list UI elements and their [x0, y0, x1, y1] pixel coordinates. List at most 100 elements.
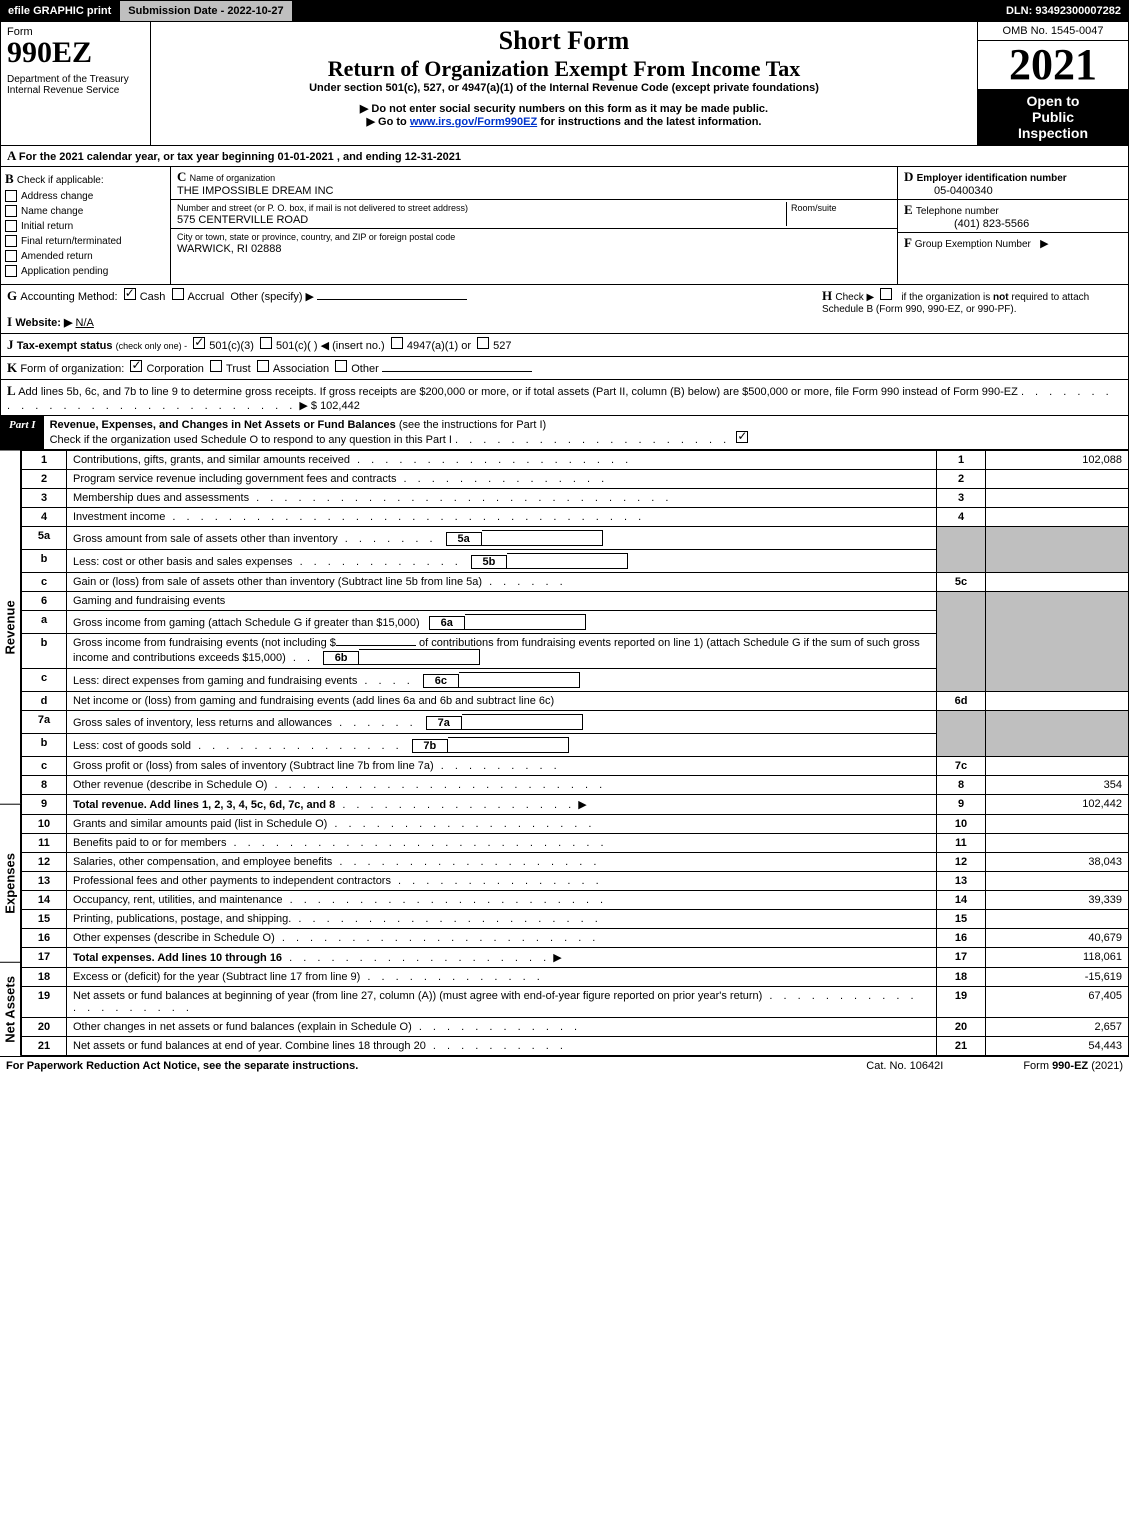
line-13: 13Professional fees and other payments t… [22, 872, 1129, 891]
top-bar: efile GRAPHIC print Submission Date - 20… [0, 0, 1129, 22]
room-label: Room/suite [791, 203, 837, 213]
group-arrow: ▶ [1040, 238, 1048, 250]
cb-other-org[interactable] [335, 360, 347, 372]
line-10: 10Grants and similar amounts paid (list … [22, 815, 1129, 834]
section-a-text: For the 2021 calendar year, or tax year … [19, 151, 461, 163]
cb-name-change[interactable]: Name change [5, 205, 166, 217]
cb-501c[interactable] [260, 337, 272, 349]
section-d: D Employer identification number 05-0400… [898, 167, 1128, 284]
line-9: 9Total revenue. Add lines 1, 2, 3, 4, 5c… [22, 795, 1129, 815]
section-a: A For the 2021 calendar year, or tax yea… [0, 146, 1129, 167]
revenue-label: Revenue [0, 450, 21, 804]
g-label: Accounting Method: [20, 291, 117, 303]
expenses-label: Expenses [0, 804, 21, 963]
line-8: 8Other revenue (describe in Schedule O) … [22, 776, 1129, 795]
city-value: WARWICK, RI 02888 [177, 243, 282, 255]
netassets-label: Net Assets [0, 962, 21, 1056]
org-name: THE IMPOSSIBLE DREAM INC [177, 185, 333, 197]
part1-title: Revenue, Expenses, and Changes in Net As… [50, 419, 396, 431]
insp-1: Open to [980, 93, 1126, 109]
cb-corp[interactable] [130, 360, 142, 372]
line-20: 20Other changes in net assets or fund ba… [22, 1018, 1129, 1037]
street-label: Number and street (or P. O. box, if mail… [177, 203, 468, 213]
note-2: ▶ Go to www.irs.gov/Form990EZ for instru… [155, 115, 973, 128]
l-text: Add lines 5b, 6c, and 7b to line 9 to de… [18, 386, 1018, 398]
k-label: Form of organization: [20, 363, 124, 375]
footer-left: For Paperwork Reduction Act Notice, see … [6, 1060, 786, 1072]
cb-application-pending[interactable]: Application pending [5, 265, 166, 277]
cb-assoc[interactable] [257, 360, 269, 372]
street-value: 575 CENTERVILLE ROAD [177, 214, 308, 226]
irs-link[interactable]: www.irs.gov/Form990EZ [410, 116, 537, 128]
row-j: J Tax-exempt status (check only one) - 5… [0, 334, 1129, 357]
note-1: ▶ Do not enter social security numbers o… [155, 102, 973, 115]
form-title: Return of Organization Exempt From Incom… [155, 56, 973, 82]
section-c: C Name of organization THE IMPOSSIBLE DR… [171, 167, 898, 284]
dln-label: DLN: 93492300007282 [998, 5, 1129, 17]
j-label: Tax-exempt status [17, 340, 113, 352]
i-label: Website: ▶ [15, 317, 72, 329]
footer-right-prefix: Form [1023, 1060, 1052, 1072]
insp-3: Inspection [980, 125, 1126, 141]
tel-label: Telephone number [916, 206, 999, 217]
line-18: 18Excess or (deficit) for the year (Subt… [22, 968, 1129, 987]
row-gh: G Accounting Method: Cash Accrual Other … [0, 285, 1129, 334]
line-4: 4Investment income . . . . . . . . . . .… [22, 508, 1129, 527]
lines-table: 1Contributions, gifts, grants, and simil… [21, 450, 1129, 1056]
line-7c: cGross profit or (loss) from sales of in… [22, 757, 1129, 776]
inspection-box: Open to Public Inspection [978, 89, 1128, 145]
cb-initial-return[interactable]: Initial return [5, 220, 166, 232]
form-subtitle: Under section 501(c), 527, or 4947(a)(1)… [155, 82, 973, 94]
part1-header: Part I Revenue, Expenses, and Changes in… [0, 416, 1129, 450]
cb-amended-return[interactable]: Amended return [5, 250, 166, 262]
cb-trust[interactable] [210, 360, 222, 372]
header-right: OMB No. 1545-0047 2021 Open to Public In… [978, 22, 1128, 145]
g-other: Other (specify) ▶ [230, 291, 314, 303]
line-3: 3Membership dues and assessments . . . .… [22, 489, 1129, 508]
part1-check: Check if the organization used Schedule … [50, 434, 452, 446]
c-label: Name of organization [190, 173, 276, 183]
part1-label: Part I [1, 416, 44, 449]
note2-suffix: for instructions and the latest informat… [537, 116, 761, 128]
part1-sub: (see the instructions for Part I) [399, 419, 546, 431]
irs-label: Internal Revenue Service [7, 85, 144, 96]
info-block: B Check if applicable: Address change Na… [0, 167, 1129, 285]
form-header: Form 990EZ Department of the Treasury In… [0, 22, 1129, 146]
header-left: Form 990EZ Department of the Treasury In… [1, 22, 151, 145]
group-label: Group Exemption Number [915, 239, 1031, 250]
line-5c: cGain or (loss) from sale of assets othe… [22, 573, 1129, 592]
b-label: Check if applicable: [17, 175, 104, 186]
line-12: 12Salaries, other compensation, and empl… [22, 853, 1129, 872]
form-number: 990EZ [7, 38, 144, 68]
footer-right-form: 990-EZ [1052, 1060, 1088, 1072]
cb-final-return[interactable]: Final return/terminated [5, 235, 166, 247]
note2-prefix: ▶ Go to [367, 116, 410, 128]
cb-address-change[interactable]: Address change [5, 190, 166, 202]
cb-accrual[interactable] [172, 288, 184, 300]
header-center: Short Form Return of Organization Exempt… [151, 22, 978, 145]
omb-number: OMB No. 1545-0047 [978, 22, 1128, 41]
cb-4947[interactable] [391, 337, 403, 349]
cb-cash[interactable] [124, 288, 136, 300]
cb-h[interactable] [880, 288, 892, 300]
l-amount: $ 102,442 [311, 400, 360, 412]
tax-year: 2021 [978, 41, 1128, 89]
line-7a: 7aGross sales of inventory, less returns… [22, 711, 1129, 734]
section-b: B Check if applicable: Address change Na… [1, 167, 171, 284]
line-6: 6Gaming and fundraising events [22, 592, 1129, 611]
row-l: L Add lines 5b, 6c, and 7b to line 9 to … [0, 380, 1129, 416]
footer-right-suffix: (2021) [1088, 1060, 1123, 1072]
tel-value: (401) 823-5566 [904, 218, 1029, 230]
line-6d: dNet income or (loss) from gaming and fu… [22, 692, 1129, 711]
submission-date-button[interactable]: Submission Date - 2022-10-27 [119, 0, 292, 22]
cb-schedule-o[interactable] [736, 431, 748, 443]
line-5a: 5aGross amount from sale of assets other… [22, 527, 1129, 550]
ein-label: Employer identification number [917, 173, 1067, 184]
efile-label: efile GRAPHIC print [0, 5, 119, 17]
cb-501c3[interactable] [193, 337, 205, 349]
dept-label: Department of the Treasury [7, 74, 144, 85]
line-21: 21Net assets or fund balances at end of … [22, 1037, 1129, 1056]
line-11: 11Benefits paid to or for members . . . … [22, 834, 1129, 853]
short-form-title: Short Form [155, 26, 973, 56]
cb-527[interactable] [477, 337, 489, 349]
